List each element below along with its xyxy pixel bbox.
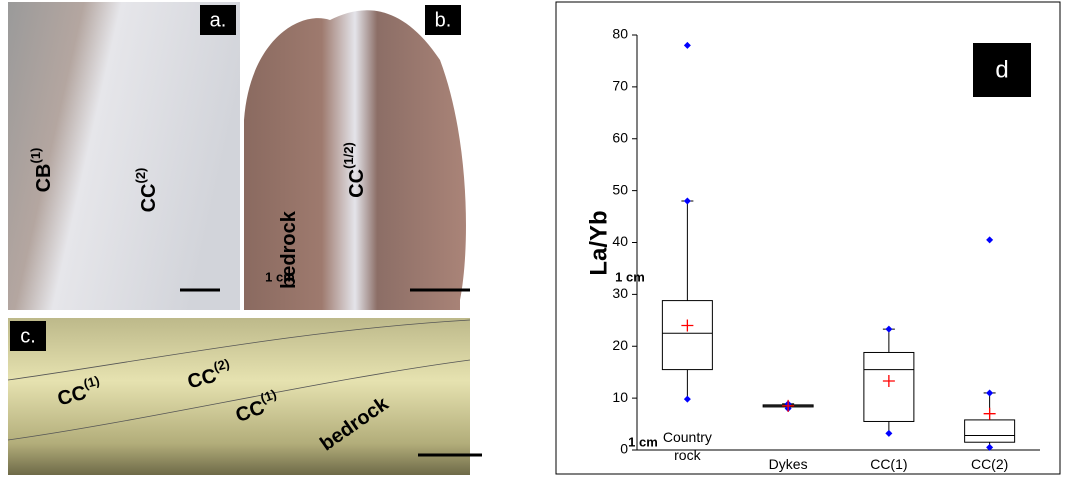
y-tick-label: 80 <box>612 26 628 42</box>
annotation-sup: (1) <box>28 148 43 164</box>
mean <box>984 408 996 420</box>
box <box>965 420 1015 442</box>
scale-label: 1 cm <box>615 269 645 284</box>
annotation: d <box>995 56 1008 83</box>
mean <box>883 375 895 387</box>
x-tick-label: Country rock <box>655 428 719 464</box>
page: a.1 cmCB(1)CC(2)b.1 cmbedrockCC(1/2)c.1 … <box>0 0 1067 477</box>
annotation-sup: (1/2) <box>341 142 356 169</box>
y-tick-label: 30 <box>612 285 628 301</box>
y-tick-label: 0 <box>620 441 628 457</box>
annotation-sup: (2) <box>133 168 148 184</box>
scale-label: 1 cm <box>628 434 658 449</box>
x-tick-label: Dykes <box>756 455 820 473</box>
point <box>684 198 691 205</box>
point <box>684 396 691 403</box>
y-tick-label: 20 <box>612 337 628 353</box>
annotation-base: CB <box>33 164 55 193</box>
point <box>986 389 993 396</box>
y-tick-label: 10 <box>612 389 628 405</box>
y-axis-label: La/Yb <box>585 210 612 275</box>
box <box>662 301 712 370</box>
y-tick-label: 70 <box>612 78 628 94</box>
point <box>885 430 892 437</box>
figure: a.1 cmCB(1)CC(2)b.1 cmbedrockCC(1/2)c.1 … <box>0 0 1067 477</box>
x-tick-label: CC(1) <box>857 455 921 473</box>
annotation-base: CC <box>138 184 160 213</box>
panel-label: c. <box>20 325 36 347</box>
point <box>986 236 993 243</box>
panel-label: a. <box>210 9 227 31</box>
x-tick-label: CC(2) <box>958 455 1022 473</box>
mean <box>782 400 794 412</box>
annotation-base: CC <box>346 169 368 198</box>
y-tick-label: 60 <box>612 129 628 145</box>
point <box>684 42 691 49</box>
panel-label: b. <box>435 9 452 31</box>
point <box>885 326 892 333</box>
annotation-base: bedrock <box>278 210 300 289</box>
mean <box>681 320 693 332</box>
y-tick-label: 40 <box>612 233 628 249</box>
photo-annotation: bedrock <box>278 210 300 289</box>
y-tick-label: 50 <box>612 181 628 197</box>
